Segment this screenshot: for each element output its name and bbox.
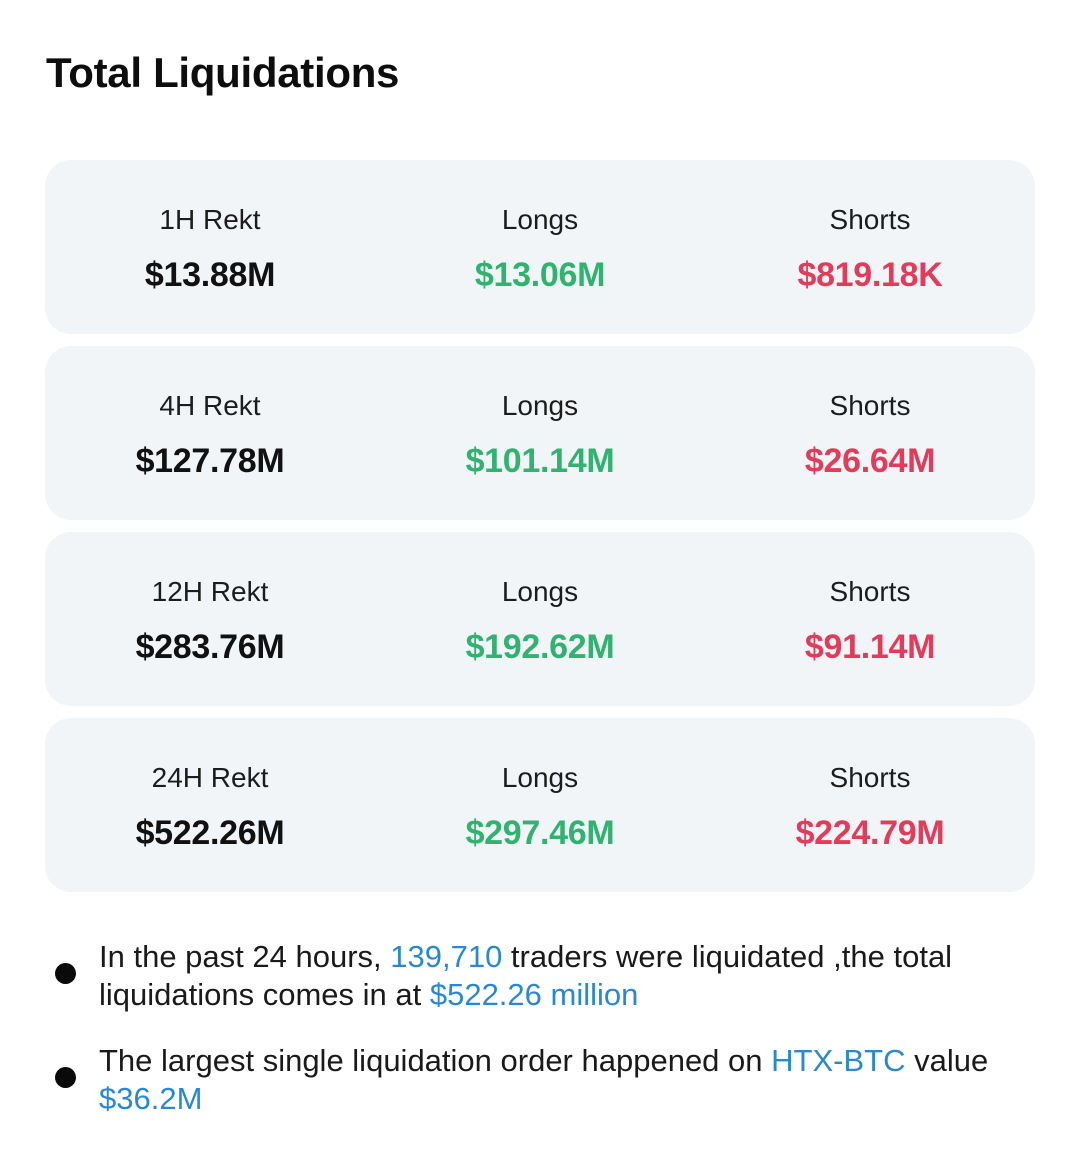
longs-label: Longs — [501, 576, 579, 607]
shorts-column: Shorts $224.79M — [705, 718, 1035, 892]
exchange-link[interactable]: HTX-BTC — [771, 1043, 906, 1078]
shorts-value: $224.79M — [795, 814, 945, 852]
total-value: $127.78M — [135, 442, 285, 480]
longs-column: Longs $297.46M — [375, 718, 705, 892]
card-4h: 4H Rekt $127.78M Longs $101.14M Shorts $… — [45, 346, 1035, 520]
longs-column: Longs $101.14M — [375, 346, 705, 520]
note-text: value — [905, 1043, 989, 1078]
longs-label: Longs — [501, 204, 579, 235]
bullet-icon — [55, 963, 76, 984]
note-text: traders were liquidated ,the total liqui… — [99, 939, 953, 1012]
shorts-column: Shorts $26.64M — [705, 346, 1035, 520]
period-label: 1H Rekt — [159, 204, 261, 235]
shorts-column: Shorts $91.14M — [705, 532, 1035, 706]
shorts-value: $26.64M — [804, 442, 936, 480]
period-label: 4H Rekt — [159, 390, 261, 421]
shorts-label: Shorts — [829, 576, 911, 607]
liquidation-cards: 1H Rekt $13.88M Longs $13.06M Shorts $81… — [45, 160, 1035, 904]
page-title: Total Liquidations — [46, 49, 400, 96]
note-largest-order: The largest single liquidation order hap… — [52, 1042, 1012, 1118]
note-traders-liquidated: In the past 24 hours, 139,710 traders we… — [52, 938, 1012, 1014]
longs-label: Longs — [501, 390, 579, 421]
longs-value: $297.46M — [465, 814, 615, 852]
traders-count-link[interactable]: 139,710 — [390, 939, 503, 974]
bullet-icon — [55, 1067, 76, 1088]
shorts-label: Shorts — [829, 204, 911, 235]
shorts-label: Shorts — [829, 390, 911, 421]
longs-value: $192.62M — [465, 628, 615, 666]
total-value: $283.76M — [135, 628, 285, 666]
note-text: The largest single liquidation order hap… — [99, 1043, 772, 1078]
total-value: $13.88M — [144, 256, 276, 294]
period-label: 24H Rekt — [151, 762, 269, 793]
longs-value: $101.14M — [465, 442, 615, 480]
longs-column: Longs $13.06M — [375, 160, 705, 334]
total-amount-link[interactable]: $522.26 million — [429, 977, 639, 1012]
card-12h: 12H Rekt $283.76M Longs $192.62M Shorts … — [45, 532, 1035, 706]
total-column: 4H Rekt $127.78M — [45, 346, 375, 520]
summary-notes: In the past 24 hours, 139,710 traders we… — [52, 938, 1012, 1146]
card-1h: 1H Rekt $13.88M Longs $13.06M Shorts $81… — [45, 160, 1035, 334]
note-text: In the past 24 hours, — [99, 939, 391, 974]
shorts-value: $91.14M — [804, 628, 936, 666]
total-column: 24H Rekt $522.26M — [45, 718, 375, 892]
total-column: 12H Rekt $283.76M — [45, 532, 375, 706]
longs-value: $13.06M — [474, 256, 606, 294]
period-label: 12H Rekt — [151, 576, 269, 607]
card-24h: 24H Rekt $522.26M Longs $297.46M Shorts … — [45, 718, 1035, 892]
longs-column: Longs $192.62M — [375, 532, 705, 706]
longs-label: Longs — [501, 762, 579, 793]
shorts-label: Shorts — [829, 762, 911, 793]
shorts-column: Shorts $819.18K — [705, 160, 1035, 334]
total-column: 1H Rekt $13.88M — [45, 160, 375, 334]
order-value-link[interactable]: $36.2M — [99, 1081, 203, 1116]
total-value: $522.26M — [135, 814, 285, 852]
shorts-value: $819.18K — [797, 256, 943, 294]
